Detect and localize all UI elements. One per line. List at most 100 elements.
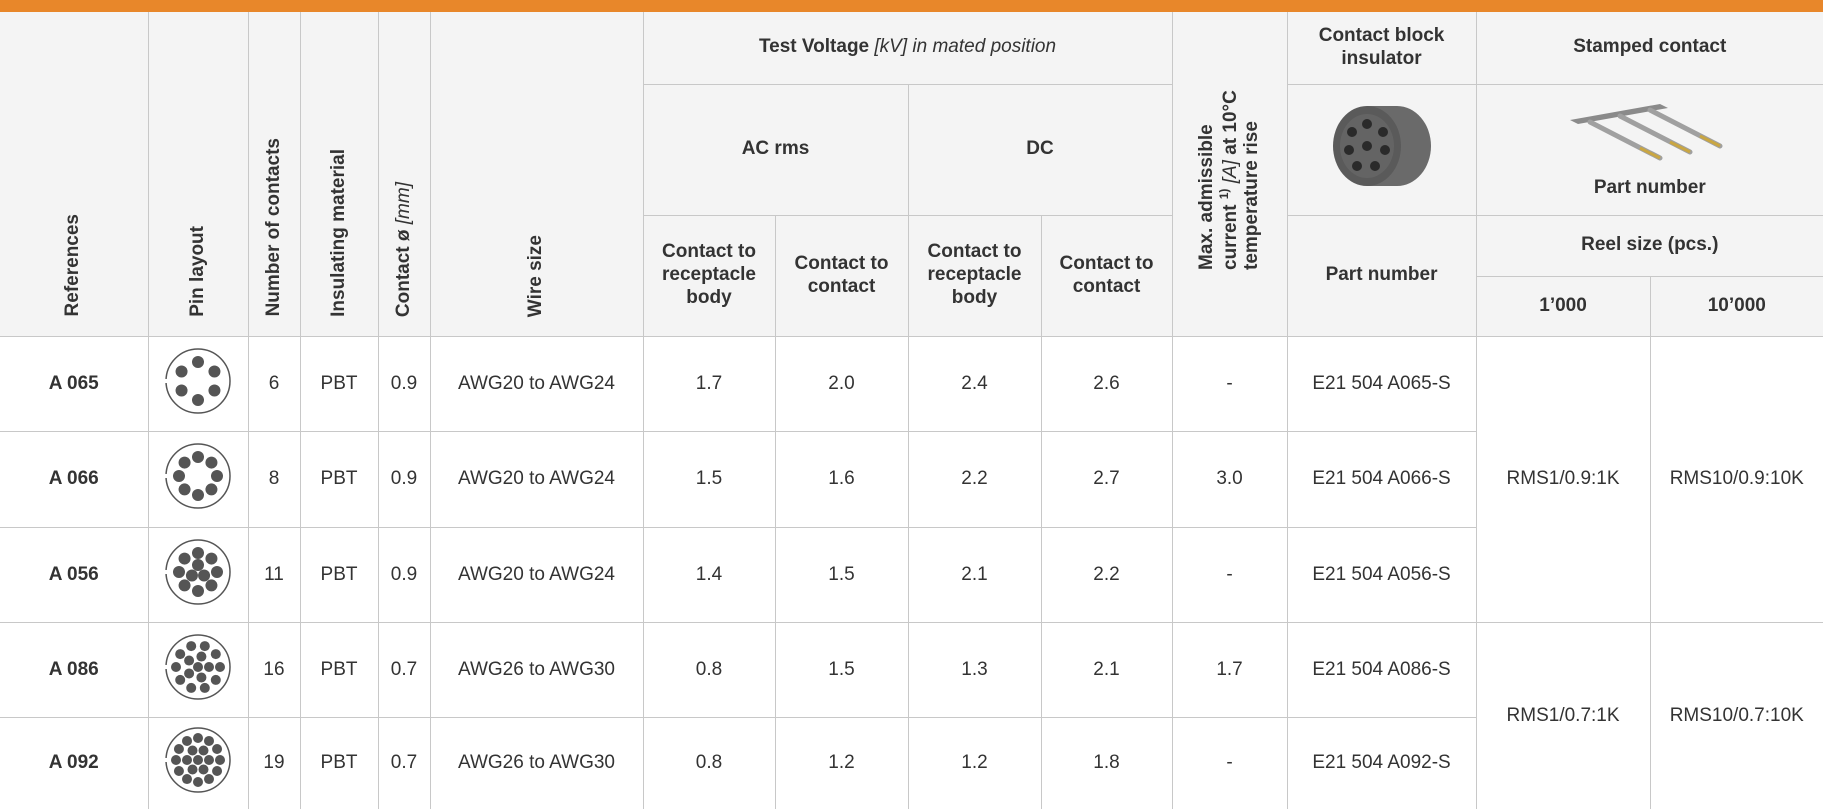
icon-pin — [196, 651, 206, 661]
reel-cell: RMS10/0.7:10K — [1650, 622, 1823, 809]
cell: PBT — [300, 431, 378, 527]
cell: 16 — [248, 622, 300, 717]
icon-pin — [192, 559, 204, 571]
cell: 1.5 — [775, 622, 908, 717]
header-cell: Max. admissible current 1) [A] at 10°C t… — [1172, 12, 1287, 336]
table-row: A 08616PBT0.7AWG26 to AWG300.81.51.32.11… — [0, 622, 1823, 717]
pin-layout-icon — [162, 631, 234, 703]
cell — [148, 717, 248, 809]
icon-pin — [171, 662, 181, 672]
icon-pin — [205, 457, 217, 469]
icon-pin — [204, 755, 214, 765]
cell: PBT — [300, 336, 378, 431]
icon-pin — [174, 766, 184, 776]
icon-pin — [176, 365, 188, 377]
icon-pin — [192, 394, 204, 406]
cell: - — [1172, 336, 1287, 431]
reference-cell: A 065 — [0, 336, 148, 431]
icon-pin — [208, 365, 220, 377]
cell: 2.2 — [1041, 527, 1172, 622]
header-cell: 1’000 — [1476, 276, 1650, 336]
icon-pin — [184, 655, 194, 665]
cell: PBT — [300, 527, 378, 622]
icon-pin — [188, 745, 198, 755]
icon-pin — [198, 569, 210, 581]
cell: E21 504 A086-S — [1287, 622, 1476, 717]
icon-pin — [211, 674, 221, 684]
icon-pin — [204, 774, 214, 784]
icon-pin — [184, 668, 194, 678]
icon-pin — [212, 766, 222, 776]
icon-pin — [176, 384, 188, 396]
icon-pin — [179, 579, 191, 591]
icon-key — [165, 474, 173, 478]
cell: 1.4 — [643, 527, 775, 622]
cell: 2.4 — [908, 336, 1041, 431]
cell: 2.7 — [1041, 431, 1172, 527]
reference-cell: A 056 — [0, 527, 148, 622]
reel-cell: RMS1/0.7:1K — [1476, 622, 1650, 809]
icon-pin — [196, 672, 206, 682]
cell: AWG20 to AWG24 — [430, 527, 643, 622]
icon-pin — [200, 682, 210, 692]
header-unit: [kV] in mated position — [874, 36, 1056, 57]
header-cell: References — [0, 12, 148, 336]
insulator-image — [1327, 96, 1437, 196]
icon-pin — [173, 470, 185, 482]
icon-pin — [174, 744, 184, 754]
cell: E21 504 A065-S — [1287, 336, 1476, 431]
cell: E21 504 A092-S — [1287, 717, 1476, 809]
reel-cell: RMS1/0.9:1K — [1476, 336, 1650, 622]
cell — [148, 527, 248, 622]
icon-pin — [211, 649, 221, 659]
header-cell: Number of contacts — [248, 12, 300, 336]
cell: 2.0 — [775, 336, 908, 431]
product-table: References Pin layout Number of contacts… — [0, 12, 1823, 809]
icon-pin — [175, 674, 185, 684]
icon-pin — [205, 552, 217, 564]
cell: AWG20 to AWG24 — [430, 336, 643, 431]
header-text: Pin layout — [187, 226, 210, 317]
icon-pin — [212, 744, 222, 754]
icon-pin — [171, 755, 181, 765]
cell: E21 504 A056-S — [1287, 527, 1476, 622]
icon-pin — [211, 566, 223, 578]
icon-pin — [182, 755, 192, 765]
icon-pin — [173, 566, 185, 578]
header-label: Contact ø — [393, 229, 414, 317]
cell: PBT — [300, 717, 378, 809]
header-cell: Contact to contact — [775, 215, 908, 336]
cell: 11 — [248, 527, 300, 622]
icon-pin — [193, 777, 203, 787]
header-unit: [A] — [1220, 160, 1241, 183]
pin-layout-icon — [162, 536, 234, 608]
cell: AWG26 to AWG30 — [430, 622, 643, 717]
header-text: References — [62, 214, 85, 316]
header-cell: Contact block insulator — [1287, 12, 1476, 84]
cell — [148, 336, 248, 431]
pin-layout-icon — [162, 345, 234, 417]
cell: 1.7 — [643, 336, 775, 431]
icon-pin — [199, 765, 209, 775]
header-text: Number of contacts — [263, 138, 286, 316]
cell: 1.7 — [1172, 622, 1287, 717]
icon-pin — [204, 662, 214, 672]
reference-cell: A 086 — [0, 622, 148, 717]
icon-pin — [192, 356, 204, 368]
cell: 1.5 — [643, 431, 775, 527]
cell: 8 — [248, 431, 300, 527]
icon-pin — [193, 733, 203, 743]
icon-pin — [188, 765, 198, 775]
cell: 0.9 — [378, 431, 430, 527]
header-cell: AC rms — [643, 84, 908, 215]
icon-pin — [193, 662, 203, 672]
cell: 2.2 — [908, 431, 1041, 527]
header-unit: [mm] — [393, 182, 414, 224]
header-cell: Pin layout — [148, 12, 248, 336]
icon-pin — [199, 745, 209, 755]
cell: 1.2 — [908, 717, 1041, 809]
icon-pin — [215, 755, 225, 765]
cell: 0.7 — [378, 622, 430, 717]
